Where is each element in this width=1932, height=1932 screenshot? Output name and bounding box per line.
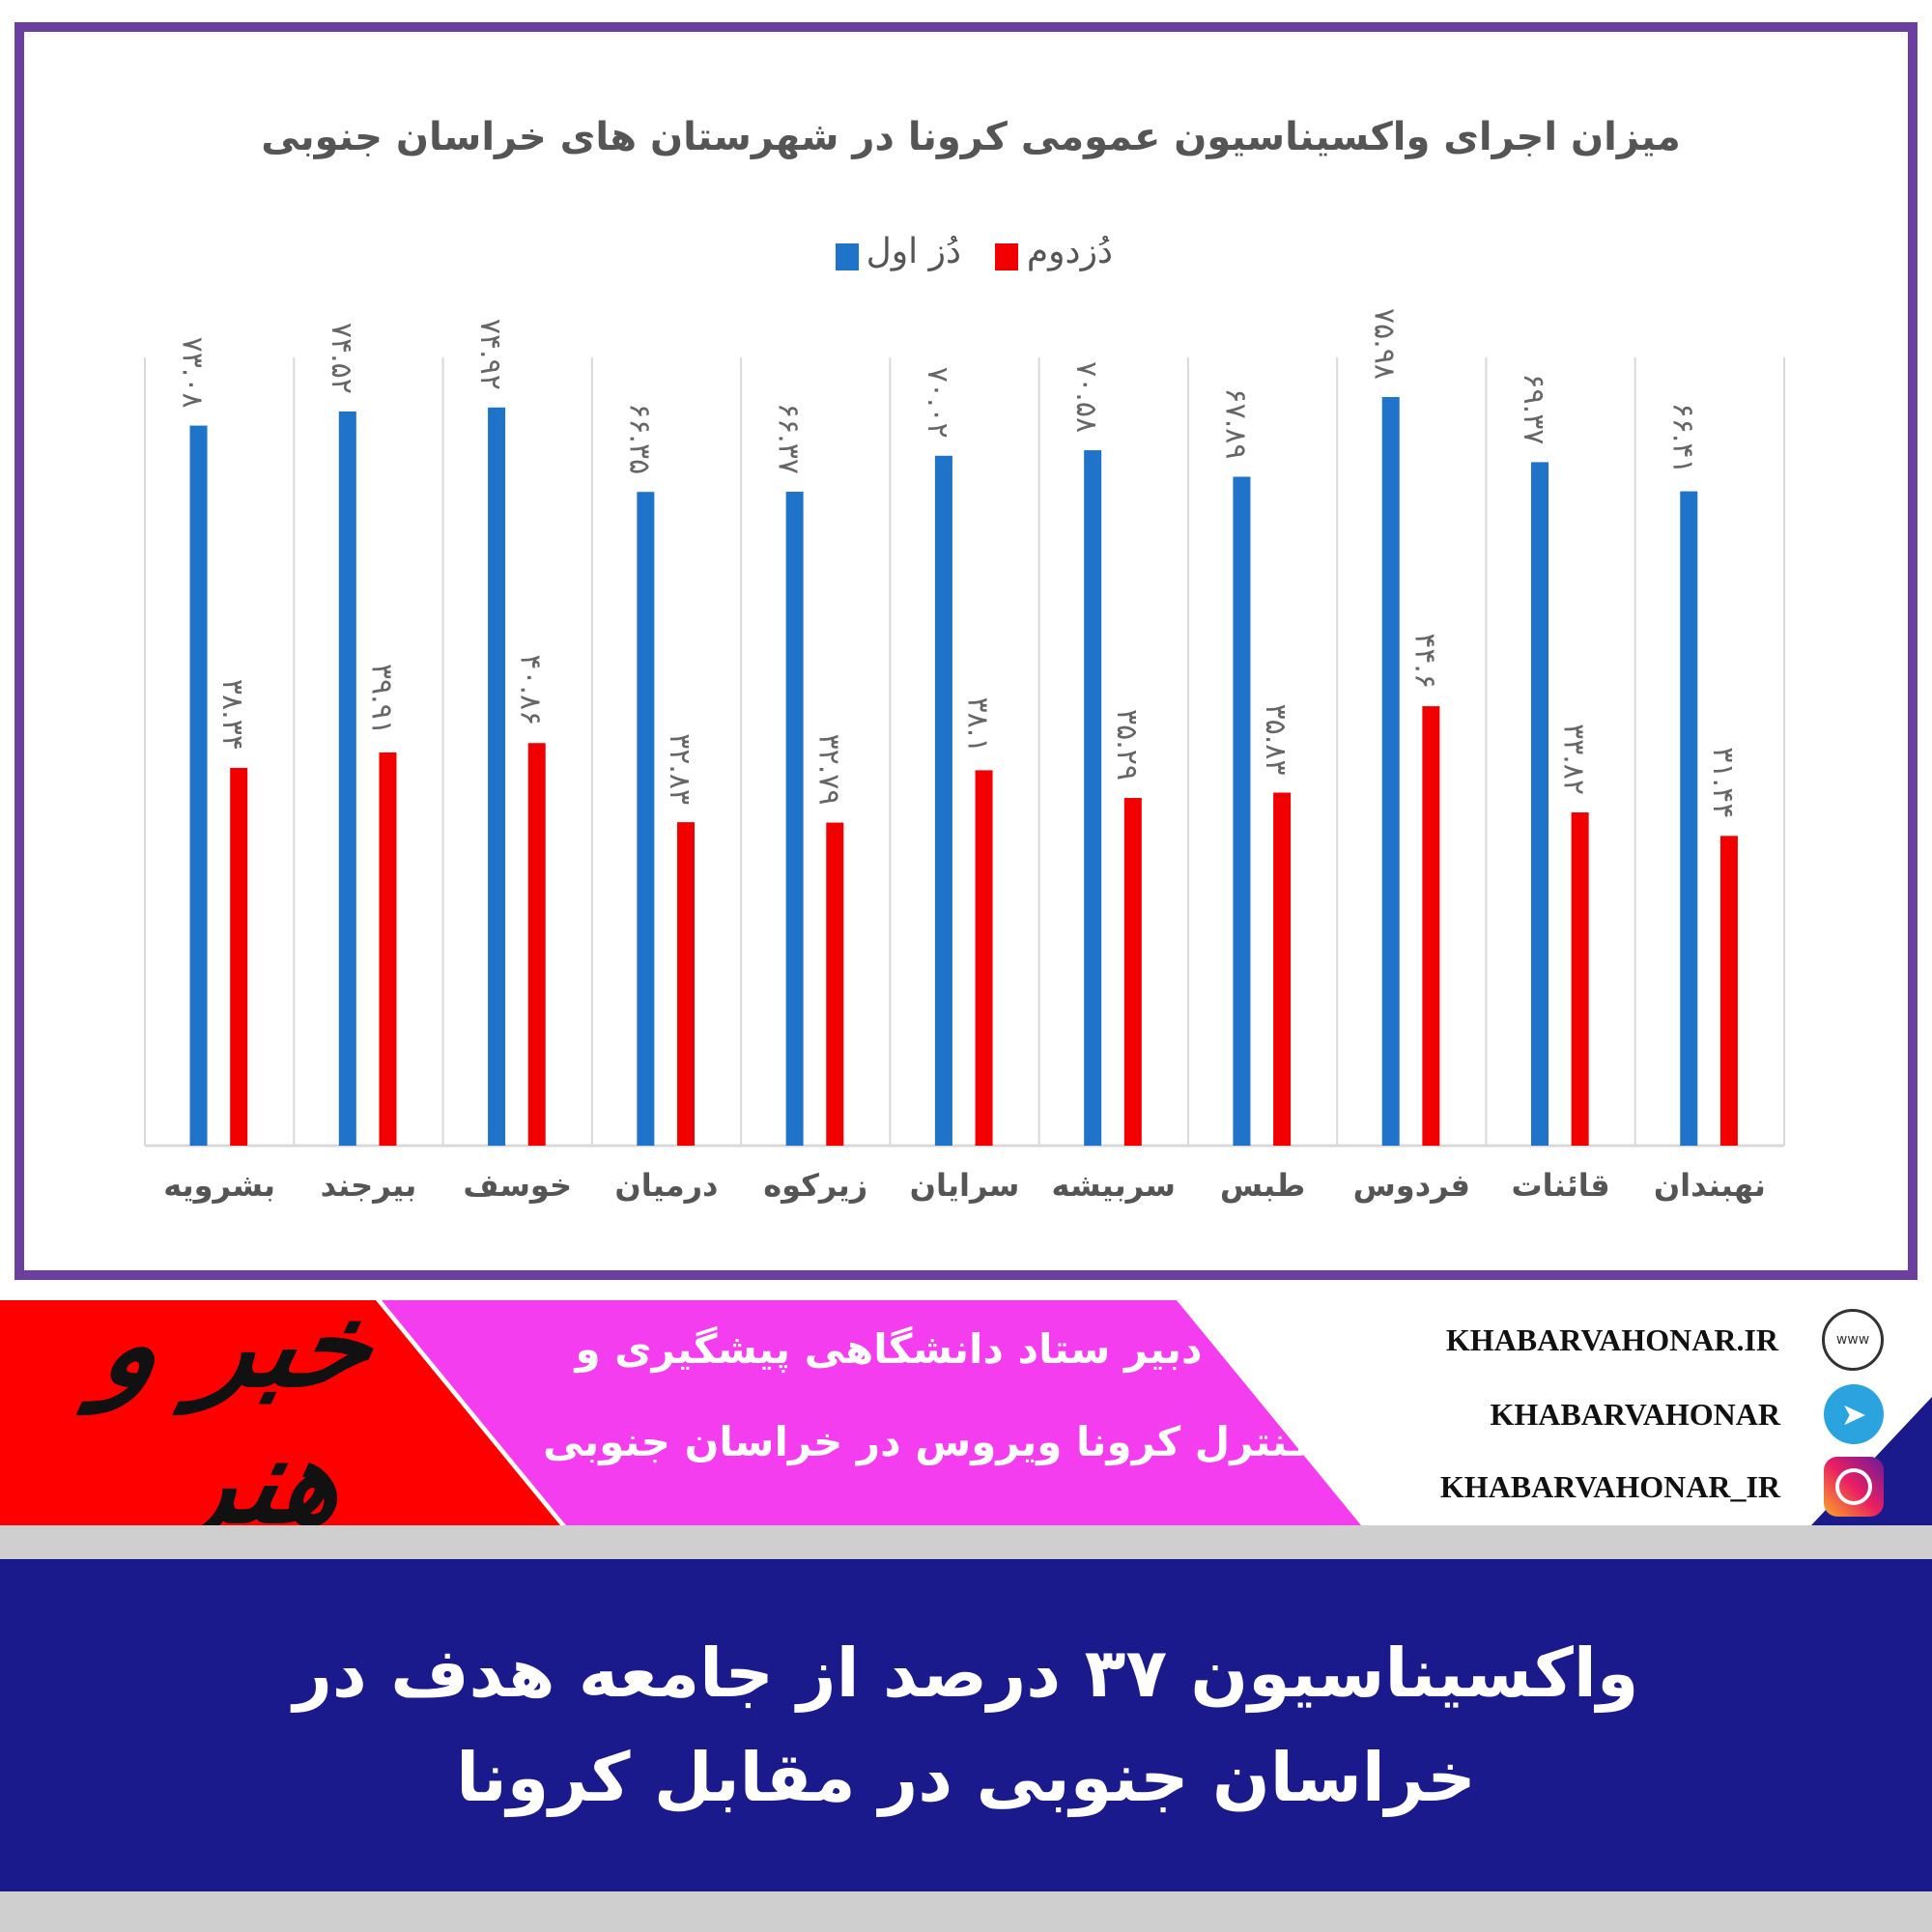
social-instagram[interactable]: KHABARVAHONAR_IR xyxy=(1440,1457,1884,1517)
data-label: ۶۹.۳۷ xyxy=(1517,373,1550,444)
bar-dose2 xyxy=(677,822,696,1146)
pink-panel xyxy=(382,1300,1361,1525)
data-label: ۳۵.۲۹ xyxy=(1110,709,1144,781)
legend-label-dose2: دُزدوم xyxy=(1027,232,1113,271)
data-label: ۶۶.۴۱ xyxy=(1665,403,1699,474)
bar-dose2 xyxy=(1422,706,1440,1146)
data-label: ۷۰.۰۲ xyxy=(921,367,954,439)
data-label: ۳۸.۱ xyxy=(961,696,995,753)
legend-label-dose1: دُز اول xyxy=(867,232,961,271)
footer-banner xyxy=(0,1300,1932,1525)
subtitle-line-2: کنترل کرونا ویروس در خراسان جنوبی xyxy=(542,1418,1313,1465)
bar-dose1 xyxy=(1381,397,1400,1146)
category-label: بیرجند xyxy=(321,1167,417,1204)
data-label: ۷۴.۵۲ xyxy=(325,323,358,394)
data-label: ۳۱.۴۴ xyxy=(1706,747,1740,818)
instagram-text: KHABARVAHONAR_IR xyxy=(1439,1468,1780,1504)
logo: خبر و هنر xyxy=(90,1276,386,1549)
red-panel xyxy=(0,1300,560,1525)
data-label: ۶۶.۳۵ xyxy=(622,403,656,474)
data-label: ۳۲.۷۹ xyxy=(811,734,845,806)
data-label: ۳۳.۸۲ xyxy=(1557,724,1591,795)
legend-swatch-dose1 xyxy=(836,243,859,270)
category-label: نهبندان xyxy=(1654,1167,1766,1204)
social-telegram[interactable]: KHABARVAHONAR ➤ xyxy=(1490,1384,1884,1444)
chart-title: میزان اجرای واکسیناسیون عمومی کرونا در ش… xyxy=(261,115,1681,159)
bar-chart: میزان اجرای واکسیناسیون عمومی کرونا در ش… xyxy=(144,115,1785,1204)
category-label: بشرویه xyxy=(163,1167,275,1204)
bar-dose1 xyxy=(934,455,952,1146)
data-label: ۶۷.۸۹ xyxy=(1218,388,1252,460)
data-label: ۳۸.۳۴ xyxy=(215,679,249,751)
subtitle-line-1: دبیر ستاد دانشگاهی پیشگیری و xyxy=(575,1325,1203,1373)
gray-strip xyxy=(0,1525,1932,1559)
data-label: ۶۶.۳۷ xyxy=(772,403,806,474)
bar-dose2 xyxy=(1273,792,1292,1146)
bar-dose2 xyxy=(1571,812,1589,1146)
bar-dose2 xyxy=(1719,836,1738,1146)
globe-icon: www xyxy=(1822,1309,1884,1371)
category-label: خوسف xyxy=(463,1167,572,1204)
bar-dose2 xyxy=(975,770,993,1146)
data-label: ۷۳.۰۸ xyxy=(176,337,210,409)
headline-box: واکسیناسیون ۳۷ درصد از جامعه هدف در خراس… xyxy=(0,1559,1932,1891)
data-label: ۷۴.۹۲ xyxy=(473,319,507,390)
data-label: ۷۰.۵۸ xyxy=(1069,361,1103,433)
data-label: ۳۲.۸۳ xyxy=(663,733,696,805)
bar-dose1 xyxy=(338,411,356,1146)
legend: دُزدوم دُز اول xyxy=(836,232,1113,271)
social-website[interactable]: KHABARVAHONAR.IR www xyxy=(1446,1309,1884,1371)
bar-dose1 xyxy=(488,407,506,1146)
bar-dose1 xyxy=(637,492,655,1147)
website-text: KHABARVAHONAR.IR xyxy=(1445,1321,1778,1357)
category-label: سرایان xyxy=(910,1167,1020,1204)
category-label: طبس xyxy=(1220,1167,1305,1204)
data-label: ۳۵.۸۳ xyxy=(1259,704,1293,776)
category-label: قائنات xyxy=(1511,1167,1609,1204)
category-label: زیرکوه xyxy=(763,1167,867,1204)
chart-frame xyxy=(14,22,1918,1280)
bar-dose1 xyxy=(189,425,208,1147)
bar-dose1 xyxy=(1530,462,1548,1146)
data-label: ۴۴.۶ xyxy=(1407,633,1441,689)
bar-dose2 xyxy=(527,743,546,1146)
bar-dose2 xyxy=(826,822,844,1146)
bar-dose2 xyxy=(1123,798,1142,1146)
legend-swatch-dose2 xyxy=(995,243,1018,270)
bar-dose1 xyxy=(1233,476,1251,1147)
telegram-icon: ➤ xyxy=(1824,1384,1884,1444)
bar-dose1 xyxy=(1680,491,1698,1146)
category-label: فردوس xyxy=(1353,1167,1470,1204)
data-label: ۷۵.۹۸ xyxy=(1368,308,1402,380)
bar-dose1 xyxy=(1084,450,1102,1147)
bottom-strip xyxy=(0,1891,1932,1932)
headline-line-1: واکسیناسیون ۳۷ درصد از جامعه هدف در xyxy=(293,1634,1639,1713)
data-label: ۳۹.۹۱ xyxy=(364,664,398,735)
headline-line-2: خراسان جنوبی در مقابل کرونا xyxy=(456,1738,1476,1817)
instagram-icon xyxy=(1824,1457,1884,1517)
bar-dose1 xyxy=(785,492,804,1146)
category-label: درمیان xyxy=(614,1167,718,1204)
bar-dose2 xyxy=(230,767,248,1146)
bar-dose2 xyxy=(379,752,397,1146)
category-label: سربیشه xyxy=(1052,1167,1176,1204)
telegram-text: KHABARVAHONAR xyxy=(1490,1396,1780,1432)
data-label: ۴۰.۸۶ xyxy=(514,654,548,725)
